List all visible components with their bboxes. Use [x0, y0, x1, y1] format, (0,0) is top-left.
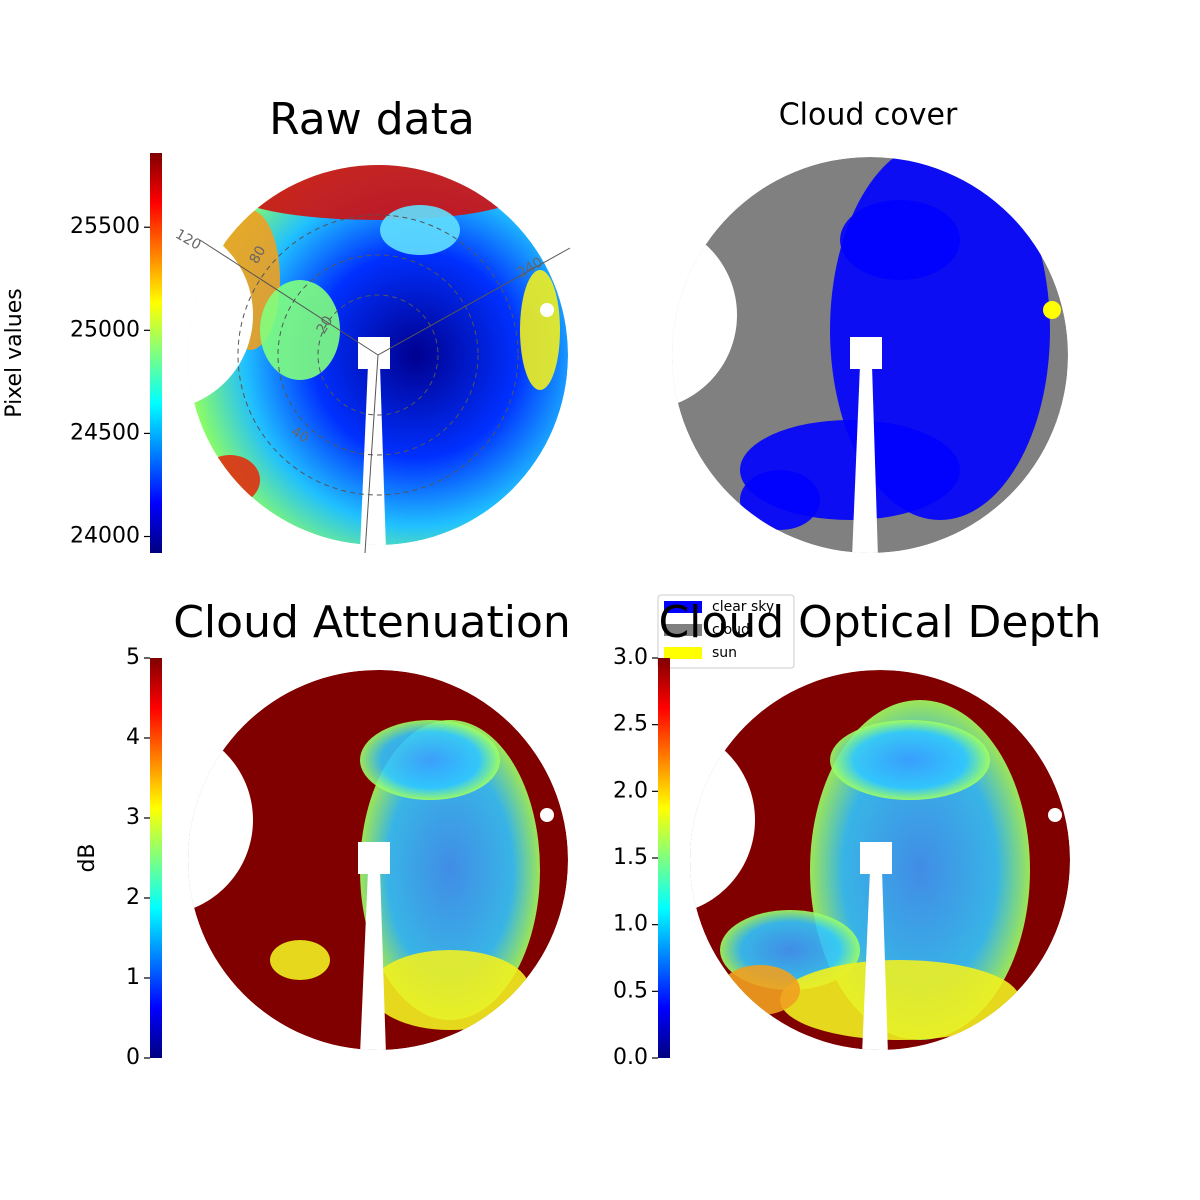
sun-mask	[1048, 808, 1062, 822]
sky-blob	[270, 940, 330, 980]
polar-axis	[199, 239, 379, 356]
polar-axis	[377, 247, 571, 356]
colorbar-tick-label: 4	[126, 725, 140, 750]
sky-blob	[200, 455, 260, 505]
legend-label: clear sky	[712, 599, 774, 615]
sun-mask	[540, 303, 554, 317]
mask-cut	[862, 870, 888, 1050]
colorbar-tick-label: 25500	[70, 214, 140, 239]
colorbar-tick-label: 2.0	[613, 778, 648, 803]
polar-label: 120	[172, 226, 203, 253]
mask-cut	[860, 842, 892, 874]
mask-cut	[358, 842, 390, 874]
colorbar-tick-label: 24500	[70, 420, 140, 445]
colorbar-label: Pixel values	[2, 288, 27, 417]
colorbar	[658, 658, 670, 1058]
mask-cut	[850, 337, 882, 369]
polar-label: 20	[314, 313, 337, 336]
sky-blob	[780, 960, 1020, 1040]
polar-axis	[364, 354, 379, 554]
sky-blob	[740, 470, 820, 530]
colorbar-tick-label: 3.0	[613, 645, 648, 670]
colorbar-tick-label: 0.5	[613, 978, 648, 1003]
mask-cut	[672, 220, 737, 410]
sky-image	[188, 670, 568, 1050]
panel-title: Cloud cover	[779, 98, 958, 133]
sky-image	[672, 157, 1068, 553]
polar-ring	[237, 214, 519, 496]
sun-mask	[540, 808, 554, 822]
polar-ring	[277, 254, 479, 456]
sky-blob	[380, 205, 460, 255]
colorbar-tick-label: 1.5	[613, 845, 648, 870]
sky-blob	[830, 720, 990, 800]
legend-label: cloud	[712, 622, 750, 638]
sky-blob	[370, 950, 530, 1030]
panel-title: Cloud Attenuation	[173, 597, 571, 648]
colorbar-tick-label: 2.5	[613, 712, 648, 737]
sun-marker	[1043, 301, 1061, 319]
colorbar-tick-label: 1.0	[613, 912, 648, 937]
colorbar-tick-label: 0.0	[613, 1045, 648, 1070]
colorbar-tick-label: 1	[126, 965, 140, 990]
colorbar-tick-label: 3	[126, 805, 140, 830]
colorbar-tick-label: 5	[126, 645, 140, 670]
legend-swatch	[664, 624, 702, 636]
polar-label: 40	[288, 424, 311, 447]
legend-label: sun	[712, 645, 737, 661]
sky-blob	[360, 720, 500, 800]
colorbar	[150, 658, 162, 1058]
sky-blob	[520, 270, 560, 390]
sky-blob	[720, 965, 800, 1015]
sky-blob	[260, 280, 340, 380]
sky-blob	[840, 200, 960, 280]
mask-cut	[360, 870, 386, 1050]
legend-swatch	[664, 601, 702, 613]
polar-ring	[317, 294, 439, 416]
panel-title: Raw data	[269, 94, 475, 145]
legend-swatch	[664, 647, 702, 659]
mask-cut	[852, 365, 878, 553]
polar-label: 80	[247, 243, 270, 266]
colorbar-tick-label: 25000	[70, 317, 140, 342]
sky-blob	[228, 165, 528, 220]
colorbar-label: dB	[75, 843, 100, 872]
colorbar	[150, 153, 162, 553]
colorbar-tick-label: 24000	[70, 524, 140, 549]
colorbar-tick-label: 0	[126, 1045, 140, 1070]
mask-cut	[360, 365, 386, 545]
panel-title: Cloud Optical Depth	[658, 597, 1101, 648]
colorbar-tick-label: 2	[126, 885, 140, 910]
